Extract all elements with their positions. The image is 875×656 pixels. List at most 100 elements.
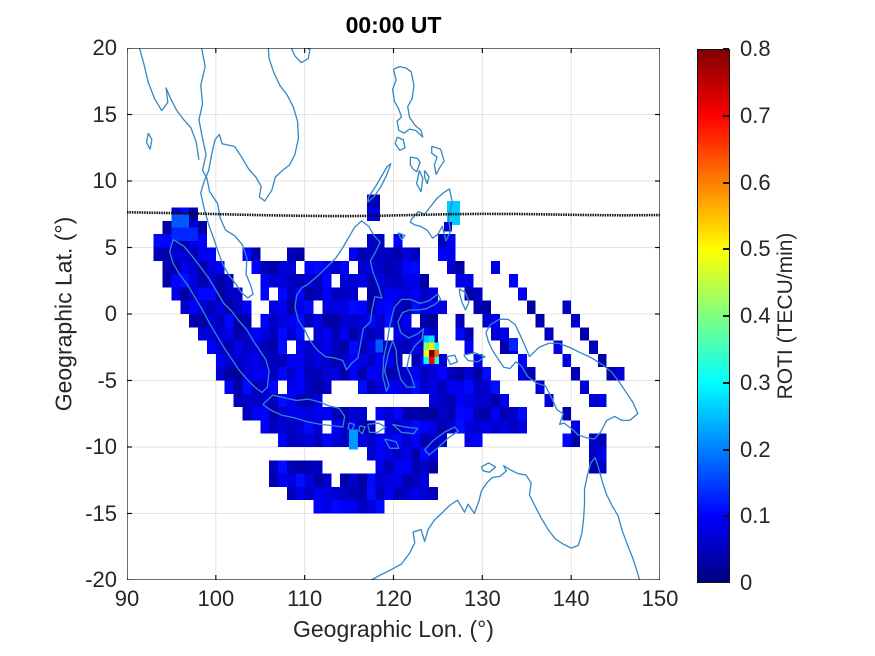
heat-cell	[224, 274, 234, 288]
heat-cell	[375, 274, 385, 288]
heat-cell	[304, 260, 314, 275]
heat-cell	[429, 300, 438, 314]
heat-cell	[420, 420, 430, 434]
heat-cell	[224, 287, 234, 301]
heat-cell	[393, 367, 403, 381]
heat-cell	[491, 314, 501, 328]
coastline-path	[464, 353, 485, 362]
heat-cell	[242, 367, 252, 381]
heat-cell	[384, 460, 394, 474]
heat-cell	[402, 247, 412, 261]
heat-cell	[571, 420, 581, 434]
heat-cell	[606, 367, 616, 381]
heat-cell	[286, 314, 296, 328]
heat-cell	[233, 380, 243, 394]
coastline-path	[417, 170, 423, 191]
hotspot-cell	[434, 342, 439, 350]
colorbar-tick	[723, 48, 729, 50]
heat-cell	[500, 340, 509, 354]
heat-cell	[215, 353, 225, 368]
heat-cell	[464, 407, 474, 421]
heat-cell	[411, 300, 421, 314]
heat-cell	[455, 367, 465, 381]
heat-cell	[295, 287, 305, 301]
colorbar-tick-label: 0	[740, 570, 753, 595]
heat-cell	[278, 274, 287, 288]
heat-cell	[304, 314, 314, 328]
heat-cell	[366, 234, 376, 248]
heat-cell	[278, 433, 287, 447]
heat-cell	[473, 380, 483, 394]
heat-cell	[446, 260, 456, 275]
axis-ticks-layer	[127, 48, 660, 580]
heat-cell	[597, 393, 607, 408]
heat-cell	[482, 367, 492, 381]
heat-cell	[251, 353, 261, 368]
heat-cell	[251, 407, 261, 421]
heat-cell	[278, 327, 287, 341]
heat-cell	[313, 353, 323, 368]
heat-cell	[508, 420, 518, 434]
heat-cell	[162, 274, 172, 288]
heat-cell	[402, 407, 412, 421]
heat-cell	[251, 367, 261, 381]
x-tick-label: 110	[287, 586, 323, 611]
heat-cell	[402, 260, 412, 275]
heat-cell	[366, 433, 376, 447]
hotspot-cell	[429, 335, 435, 343]
heat-cell	[420, 314, 430, 328]
heat-cell	[322, 367, 332, 381]
heat-cell	[411, 353, 421, 368]
heat-cell	[375, 194, 381, 208]
heat-cell	[455, 420, 465, 434]
heat-cell	[482, 407, 492, 421]
heat-cell	[215, 367, 225, 381]
heat-cell	[269, 367, 279, 381]
heat-cell	[304, 287, 314, 301]
y-tick-label: -10	[85, 434, 117, 459]
heat-cell	[349, 407, 358, 421]
heat-cell	[357, 274, 367, 288]
heat-cell	[455, 380, 465, 394]
heat-cell	[366, 500, 376, 514]
heat-cell	[322, 473, 332, 487]
heat-cell	[215, 314, 225, 328]
heat-cell	[269, 393, 279, 408]
heat-cell-bright	[171, 227, 199, 241]
heat-cell	[384, 287, 394, 301]
heat-cell	[473, 407, 483, 421]
heat-cell	[411, 287, 421, 301]
heat-cell	[206, 300, 216, 314]
heat-cell	[375, 260, 385, 275]
heat-cell	[411, 447, 421, 461]
heat-cell	[375, 353, 385, 368]
heat-cell	[331, 407, 341, 421]
heat-cell	[562, 353, 572, 368]
heat-cell	[411, 260, 421, 275]
hotspot-cell	[434, 349, 439, 358]
x-tick-label: 120	[375, 586, 412, 611]
heat-cell	[384, 340, 394, 354]
heat-cell	[286, 420, 296, 434]
heat-cell	[242, 393, 252, 408]
heat-cell	[198, 260, 207, 275]
heat-cell	[313, 393, 323, 408]
heat-cell	[331, 327, 341, 341]
heat-cell	[393, 327, 403, 341]
hotspot-cell	[423, 342, 430, 350]
heat-cell	[357, 473, 367, 487]
heat-cell	[295, 340, 305, 354]
heat-cell	[269, 473, 279, 487]
heat-cell	[393, 234, 403, 248]
heat-cell	[269, 327, 279, 341]
y-tick-label: -20	[85, 567, 117, 592]
heat-cell	[393, 287, 403, 301]
heat-cell	[215, 340, 225, 354]
heat-cell	[349, 473, 358, 487]
heat-cell	[384, 407, 394, 421]
heat-cell	[357, 314, 367, 328]
heat-cell	[331, 486, 341, 501]
heat-cell	[464, 380, 474, 394]
heat-cell	[269, 460, 279, 474]
y-tick-label: 20	[92, 35, 117, 60]
